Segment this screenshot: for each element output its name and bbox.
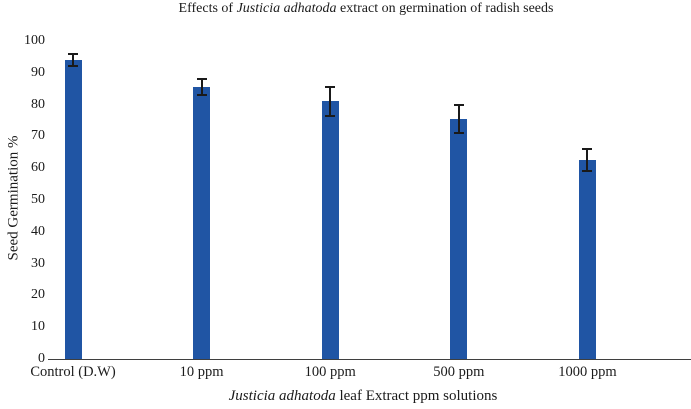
y-tick-label: 20 xyxy=(31,287,45,303)
x-axis-line xyxy=(48,358,691,360)
error-bar-line xyxy=(200,79,203,96)
y-tick-label: 70 xyxy=(31,128,45,144)
y-tick-label: 60 xyxy=(31,160,45,176)
error-bar-cap xyxy=(453,132,464,135)
chart-title-prefix: Effects of xyxy=(178,1,237,16)
bar xyxy=(193,87,211,359)
error-bar-cap xyxy=(325,86,336,89)
x-tick-label: 1000 ppm xyxy=(558,364,617,380)
chart-title-suffix: extract on germination of radish seeds xyxy=(336,1,554,16)
error-bar-cap xyxy=(453,103,464,106)
bar xyxy=(321,101,339,359)
x-axis-title-rest: leaf Extract ppm solutions xyxy=(335,388,498,404)
chart-title: Effects of Justicia adhatoda extract on … xyxy=(146,0,586,17)
bar xyxy=(578,160,596,359)
x-tick-label: 10 ppm xyxy=(179,364,224,380)
bar xyxy=(64,60,82,359)
error-bar-cap xyxy=(68,65,78,68)
error-bar-line xyxy=(586,149,589,172)
error-bar-line xyxy=(329,87,332,116)
y-tick-label: 80 xyxy=(31,96,45,112)
error-bar-line xyxy=(457,104,460,134)
x-tick-label: 500 ppm xyxy=(433,364,485,380)
y-tick-label: 90 xyxy=(31,64,45,80)
error-bar-cap xyxy=(68,52,78,55)
y-tick-label: 100 xyxy=(24,33,45,48)
y-tick-label: 0 xyxy=(38,351,45,366)
x-axis-title-species-italic: Justicia adhatoda xyxy=(228,388,336,404)
y-tick-label: 40 xyxy=(31,223,45,239)
error-bar-line xyxy=(72,53,74,67)
x-tick-label: Control (D.W) xyxy=(30,364,116,380)
error-bar-cap xyxy=(196,78,207,81)
chart-title-species-italic: Justicia adhatoda xyxy=(236,1,337,16)
bar xyxy=(450,118,468,359)
y-tick-label: 50 xyxy=(31,192,45,207)
y-tick-label: 10 xyxy=(31,319,45,335)
error-bar-cap xyxy=(196,94,207,97)
error-bar-cap xyxy=(325,114,336,117)
y-tick-label: 30 xyxy=(31,255,45,271)
error-bar-cap xyxy=(582,170,593,173)
x-axis-title: Justicia adhatoda leaf Extract ppm solut… xyxy=(163,387,563,406)
error-bar-cap xyxy=(582,148,593,151)
x-tick-label: 100 ppm xyxy=(304,364,356,380)
